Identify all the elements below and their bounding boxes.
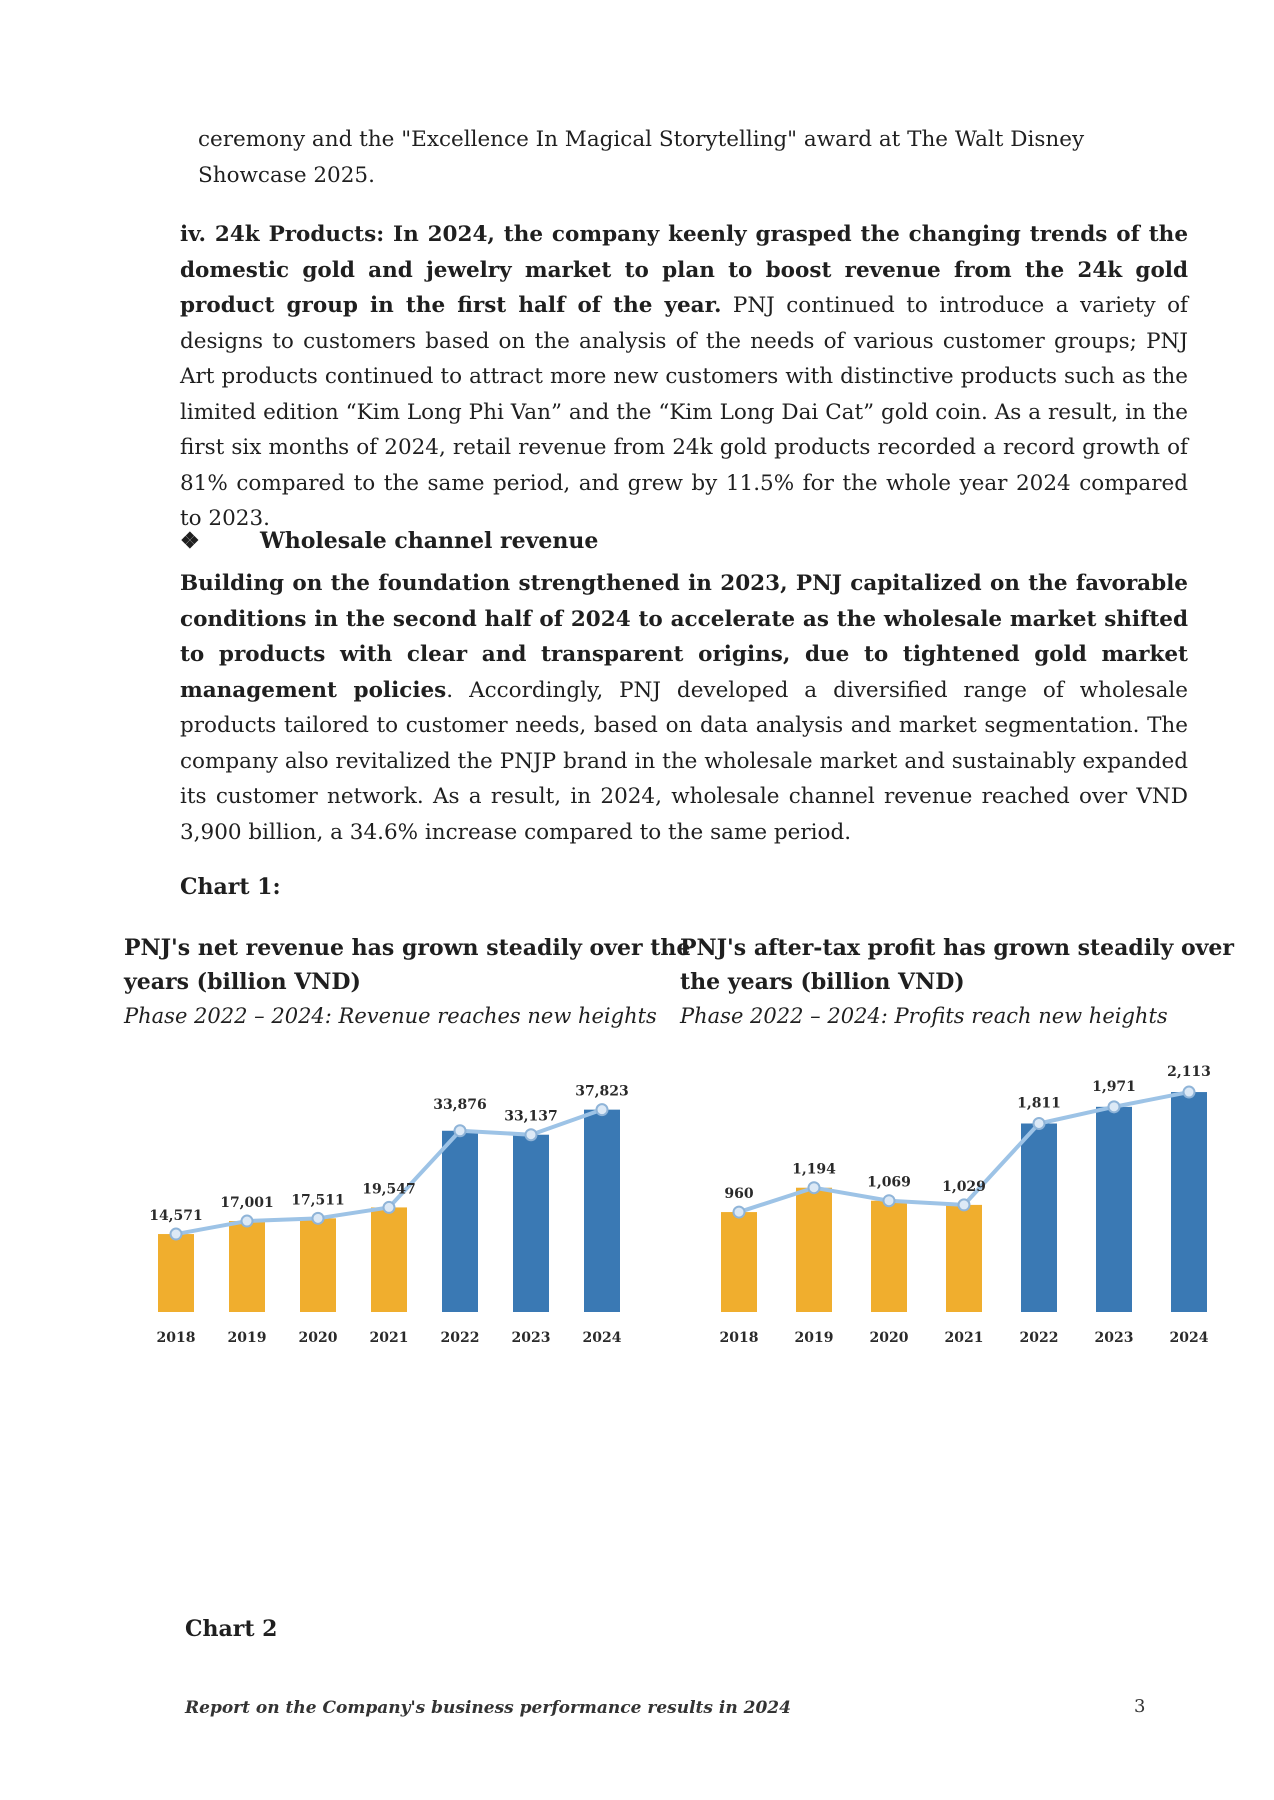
x-tick-label-2023: 2023: [1095, 1330, 1134, 1346]
data-label-2020: 17,511: [291, 1192, 345, 1208]
trend-point-2022: [1032, 1116, 1046, 1130]
page-number: 3: [1134, 1696, 1146, 1717]
products-24k-paragraph: iv. 24k Products: In 2024, the company k…: [180, 217, 1188, 537]
chart1-label: Chart 1:: [180, 874, 281, 900]
trend-point-2018: [732, 1205, 746, 1219]
x-tick-label-2018: 2018: [157, 1330, 196, 1346]
wholesale-section-heading: ❖ Wholesale channel revenue: [180, 523, 598, 559]
intro-paragraph: ceremony and the "Excellence In Magical …: [198, 127, 1085, 188]
profit-chart-subtitle: Phase 2022 – 2024: Profits reach new hei…: [680, 1004, 1168, 1028]
x-tick-label-2019: 2019: [228, 1330, 267, 1346]
bar-2018: [721, 1212, 757, 1312]
trend-point-2019: [240, 1214, 254, 1228]
x-tick-label-2021: 2021: [370, 1330, 409, 1346]
data-label-2024: 37,823: [575, 1084, 629, 1100]
bar-2021: [946, 1204, 982, 1312]
revenue-chart-subtitle: Phase 2022 – 2024: Revenue reaches new h…: [124, 1004, 657, 1028]
x-tick-label-2023: 2023: [512, 1330, 551, 1346]
data-label-2019: 1,194: [792, 1162, 836, 1178]
bar-2019: [796, 1187, 832, 1312]
x-tick-label-2024: 2024: [583, 1330, 622, 1346]
x-tick-label-2019: 2019: [795, 1330, 834, 1346]
trend-point-2018: [169, 1227, 183, 1241]
trend-point-2021: [957, 1198, 971, 1212]
x-tick-label-2018: 2018: [720, 1330, 759, 1346]
trend-point-2021: [382, 1200, 396, 1214]
x-tick-label-2020: 2020: [870, 1330, 909, 1346]
data-label-2018: 14,571: [149, 1208, 203, 1224]
wholesale-paragraph: Building on the foundation strengthened …: [180, 566, 1188, 850]
wholesale-bold: Building on the foundation strengthened …: [180, 571, 1188, 703]
data-label-2023: 33,137: [504, 1109, 558, 1125]
trend-point-2020: [311, 1211, 325, 1225]
revenue-chart-title: PNJ's net revenue has grown steadily ove…: [124, 935, 691, 995]
x-tick-label-2021: 2021: [945, 1330, 984, 1346]
profit-chart-title: PNJ's after-tax profit has grown steadil…: [680, 935, 1235, 995]
data-label-2024: 2,113: [1167, 1064, 1211, 1080]
x-tick-label-2024: 2024: [1170, 1330, 1209, 1346]
diamond-bullet-icon: ❖: [180, 528, 200, 554]
data-label-2020: 1,069: [867, 1175, 911, 1191]
bar-2022: [442, 1130, 478, 1312]
bar-2018: [158, 1234, 194, 1312]
trend-point-2024: [1182, 1085, 1196, 1099]
bar-2024: [1171, 1092, 1207, 1312]
bar-2020: [871, 1200, 907, 1312]
data-label-2018: 960: [724, 1186, 753, 1202]
bar-2021: [371, 1207, 407, 1312]
bar-2019: [229, 1221, 265, 1312]
wholesale-text: . Accordingly, PNJ developed a diversifi…: [180, 677, 1188, 845]
trend-point-2019: [807, 1181, 821, 1195]
data-label-2022: 1,811: [1017, 1095, 1061, 1111]
profit-chart: 960 1,194 1,069 1,029 1,811 1,971 2,113 2018 201…: [720, 1064, 1211, 1346]
x-tick-label-2020: 2020: [299, 1330, 338, 1346]
trend-point-2024: [595, 1103, 609, 1117]
chart2-label: Chart 2: [185, 1616, 278, 1642]
data-label-2023: 1,971: [1092, 1079, 1136, 1095]
footer-text: Report on the Company's business perform…: [185, 1698, 791, 1718]
bar-2024: [584, 1109, 620, 1312]
trend-point-2020: [882, 1194, 896, 1208]
x-tick-label-2022: 2022: [441, 1330, 480, 1346]
data-label-2021: 1,029: [942, 1179, 986, 1195]
trend-point-2023: [524, 1128, 538, 1142]
revenue-chart: 14,571 17,001 17,511 19,547 33,876 33,137 37,8…: [149, 1084, 629, 1346]
x-tick-label-2022: 2022: [1020, 1330, 1059, 1346]
trend-point-2022: [453, 1124, 467, 1138]
data-label-2019: 17,001: [220, 1195, 274, 1211]
wholesale-heading-text: Wholesale channel revenue: [260, 528, 599, 554]
trend-point-2023: [1107, 1100, 1121, 1114]
data-label-2021: 19,547: [362, 1181, 416, 1197]
products-24k-text: PNJ continued to introduce a variety of …: [180, 293, 1188, 531]
products-24k-bold: iv. 24k Products: In 2024, the company k…: [180, 222, 1188, 318]
bar-2023: [513, 1134, 549, 1312]
bar-2023: [1096, 1106, 1132, 1312]
data-label-2022: 33,876: [433, 1097, 487, 1113]
bar-2022: [1021, 1123, 1057, 1312]
bar-2020: [300, 1218, 336, 1312]
